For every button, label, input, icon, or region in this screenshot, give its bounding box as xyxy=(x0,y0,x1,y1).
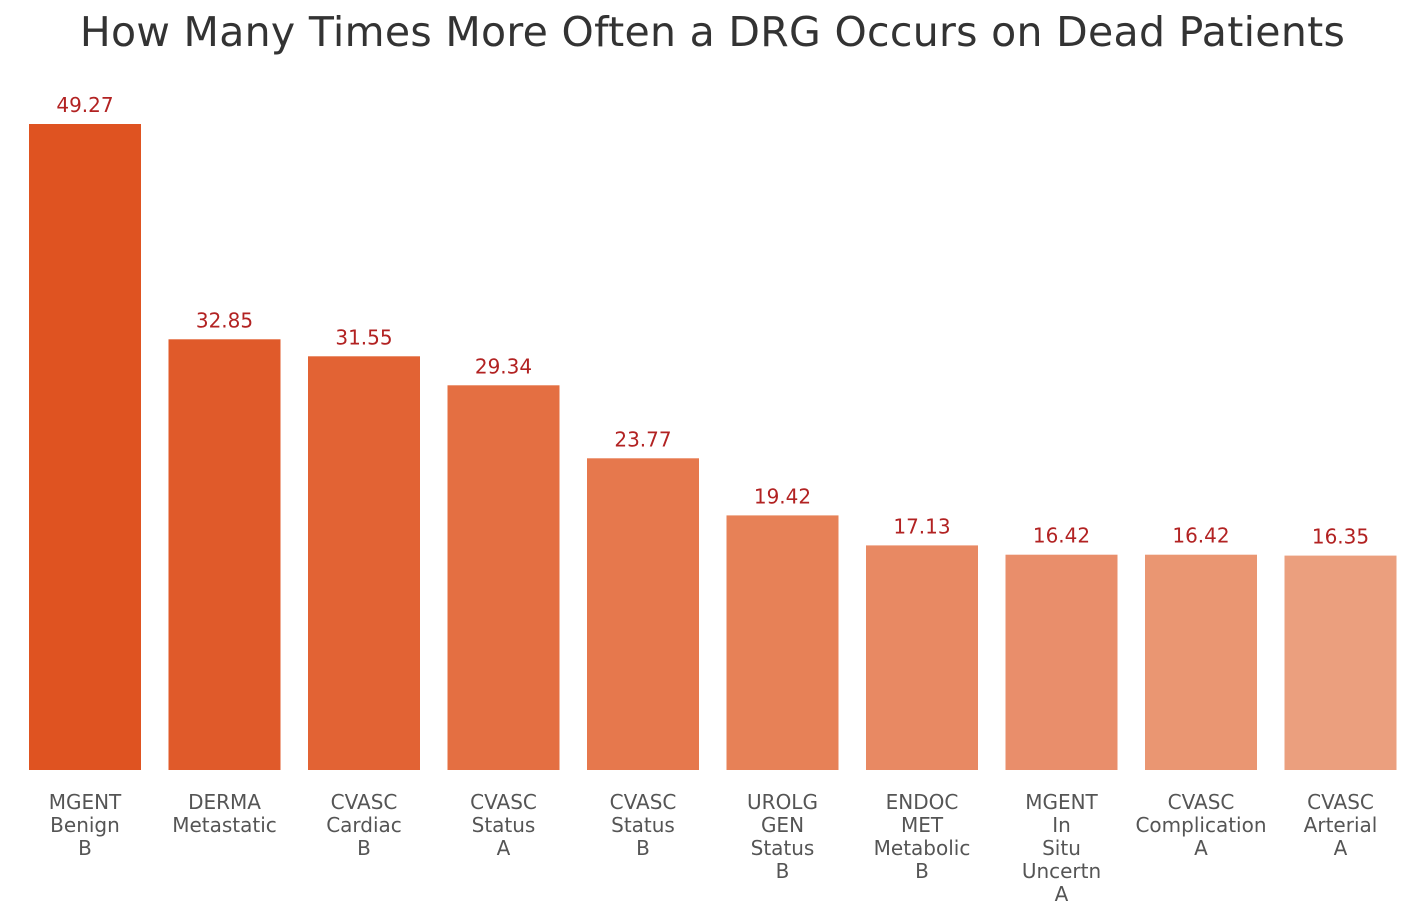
category-label-6: ENDOC MET Metabolic B xyxy=(874,790,971,883)
value-label-9: 16.35 xyxy=(1312,525,1369,549)
value-label-7: 16.42 xyxy=(1033,524,1090,548)
value-label-5: 19.42 xyxy=(754,484,811,508)
bars-layer xyxy=(29,124,1397,770)
value-label-8: 16.42 xyxy=(1172,524,1229,548)
category-label-8: CVASC Complication A xyxy=(1135,790,1266,860)
category-label-2: CVASC Cardiac B xyxy=(326,790,402,860)
category-label-9: CVASC Arterial A xyxy=(1304,790,1378,860)
bar-3 xyxy=(447,385,560,770)
bar-9 xyxy=(1284,555,1397,770)
category-label-1: DERMA Metastatic xyxy=(172,790,277,837)
value-label-4: 23.77 xyxy=(614,427,671,451)
bar-5 xyxy=(726,515,839,770)
category-label-5: UROLG GEN Status B xyxy=(747,790,818,883)
category-label-0: MGENT Benign B xyxy=(49,790,122,860)
bar-1 xyxy=(168,339,281,770)
category-labels-layer: MGENT Benign B DERMA Metastatic CVASC Cardiac B… xyxy=(49,790,1378,906)
value-label-3: 29.34 xyxy=(475,354,532,378)
bar-4 xyxy=(587,458,699,770)
bar-6 xyxy=(866,545,978,770)
chart-title: How Many Times More Often a DRG Occurs o… xyxy=(79,8,1346,56)
bar-7 xyxy=(1005,554,1118,770)
category-label-3: CVASC Status A xyxy=(470,790,537,860)
value-label-0: 49.27 xyxy=(56,93,113,117)
value-label-1: 32.85 xyxy=(196,308,253,332)
value-labels-layer: 49.27 32.85 31.55 29.34 23.77 19.42 17.13 16.42… xyxy=(56,93,1369,549)
value-label-6: 17.13 xyxy=(893,514,950,538)
category-label-4: CVASC Status B xyxy=(610,790,677,860)
value-label-2: 31.55 xyxy=(335,325,392,349)
bar-0 xyxy=(29,124,141,770)
bar-8 xyxy=(1145,554,1257,770)
category-label-7: MGENT In Situ Uncertn A xyxy=(1022,790,1101,906)
bar-2 xyxy=(308,356,420,770)
